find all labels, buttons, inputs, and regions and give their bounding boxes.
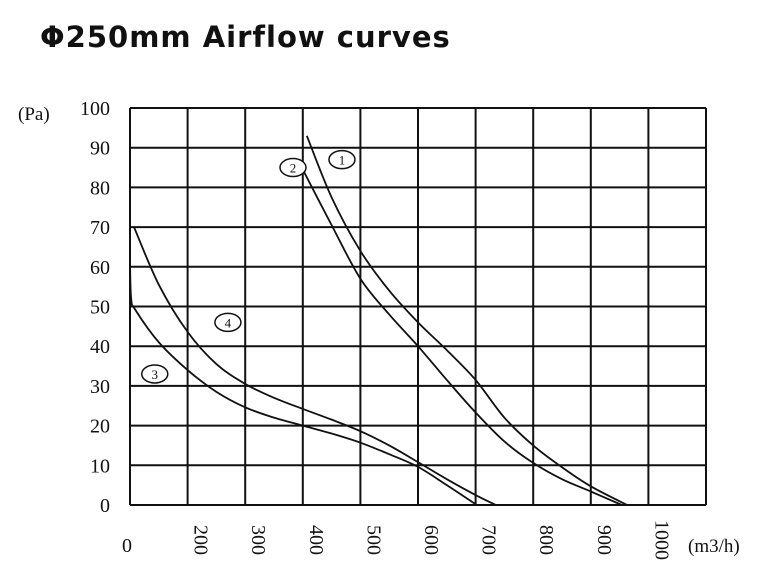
x-tick-label: 900 xyxy=(593,525,615,555)
x-tick-label: 800 xyxy=(535,525,557,555)
x-tick-label: 1000 xyxy=(650,520,672,560)
y-axis-label: (Pa) xyxy=(18,104,50,125)
curve-label: 1 xyxy=(339,153,346,168)
curves: 1 2 3 4 xyxy=(129,135,628,506)
curve-label-ellipse xyxy=(141,364,169,384)
x-tick-label: 600 xyxy=(420,525,442,555)
y-tick-label: 60 xyxy=(90,257,110,279)
y-tick-label: 90 xyxy=(90,138,110,160)
y-tick-label: 70 xyxy=(90,217,110,239)
grid xyxy=(129,107,707,506)
curve-1 xyxy=(305,135,628,506)
y-tick-label: 0 xyxy=(100,495,110,517)
curve-label: 2 xyxy=(290,161,297,176)
curve-3 xyxy=(129,258,478,506)
curve-label: 3 xyxy=(152,367,159,382)
curve-2 xyxy=(302,169,623,506)
x-tick-label: 400 xyxy=(305,525,327,555)
y-tick-label: 100 xyxy=(80,98,110,120)
x-axis-label: (m3/h) xyxy=(688,536,740,557)
x-tick-label: 200 xyxy=(190,525,212,555)
curve-label-ellipse xyxy=(214,312,242,333)
y-tick-label: 30 xyxy=(90,376,110,398)
chart-title: Φ250mm Airflow curves xyxy=(40,20,451,54)
y-tick-label: 10 xyxy=(90,455,110,477)
y-tick-label: 40 xyxy=(90,336,110,358)
curve-label: 4 xyxy=(225,315,232,330)
x-tick-label: 300 xyxy=(247,525,269,555)
x-tick-label: 500 xyxy=(362,525,384,555)
curve-label-ellipse xyxy=(328,149,356,170)
x-tick-label: 700 xyxy=(478,525,500,555)
x-tick-label: 0 xyxy=(122,535,132,557)
curve-4 xyxy=(133,226,497,506)
y-tick-label: 80 xyxy=(90,177,110,199)
curve-label-ellipse xyxy=(279,157,307,178)
y-tick-label: 20 xyxy=(90,416,110,438)
y-tick-label: 50 xyxy=(90,297,110,319)
